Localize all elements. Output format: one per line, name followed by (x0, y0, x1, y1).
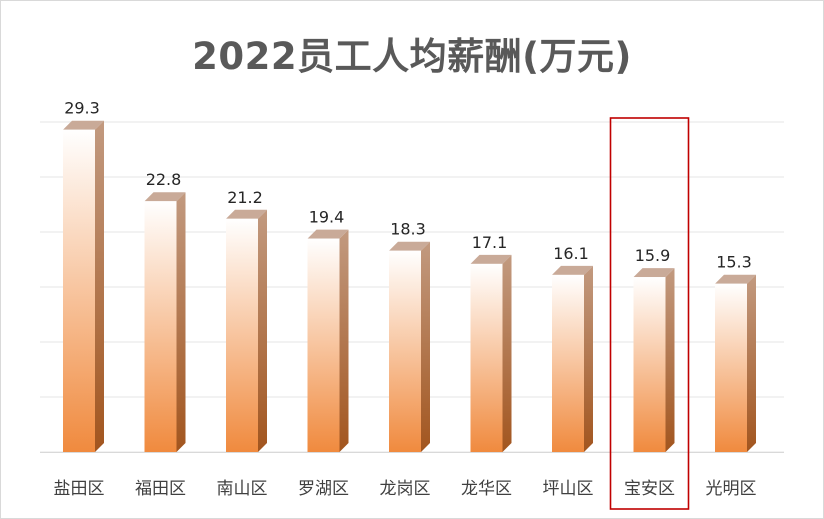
data-label-坪山区: 16.1 (553, 244, 589, 263)
bar-side-face (665, 268, 675, 452)
bar-side-face (747, 274, 756, 452)
bar-盐田区 (63, 120, 104, 452)
data-label-龙华区: 17.1 (472, 233, 508, 252)
bar-front-face (715, 283, 747, 452)
bar-top-face (389, 241, 430, 251)
tick-label-宝安区: 宝安区 (624, 479, 675, 499)
chart-title: 2022员工人均薪酬(万元) (192, 35, 632, 78)
bar-front-face (144, 201, 177, 452)
tick-label-盐田区: 盐田区 (54, 479, 105, 499)
bar-top-face (63, 120, 104, 130)
tick-label-龙华区: 龙华区 (461, 479, 512, 499)
bar-光明区 (715, 274, 756, 452)
tick-label-福田区: 福田区 (135, 479, 186, 499)
bar-side-face (421, 241, 430, 452)
bar-front-face (552, 274, 584, 452)
bars (63, 120, 756, 452)
bar-side-face (339, 229, 349, 452)
category-tick-labels: 盐田区 福田区 南山区 罗湖区 龙岗区 龙华区 坪山区 宝安区 光明区 (54, 479, 757, 499)
data-label-南山区: 21.2 (227, 188, 263, 207)
data-labels: 29.3 22.8 21.2 19.4 18.3 17.1 16.1 15.9 15.3 (64, 99, 752, 272)
bar-宝安区 (633, 268, 675, 452)
tick-label-罗湖区: 罗湖区 (298, 479, 349, 499)
bar-福田区 (144, 192, 186, 452)
bar-side-face (584, 265, 593, 452)
tick-label-光明区: 光明区 (706, 479, 757, 499)
bar-top-face (470, 254, 512, 264)
bar-龙岗区 (389, 241, 430, 452)
bar-side-face (95, 120, 104, 452)
data-label-盐田区: 29.3 (64, 99, 100, 118)
bar-top-face (633, 268, 675, 278)
bar-top-face (307, 229, 349, 239)
bar-front-face (389, 250, 421, 452)
tick-label-南山区: 南山区 (217, 479, 268, 499)
tick-label-坪山区: 坪山区 (543, 479, 594, 499)
highlight-box (609, 117, 690, 510)
bar-top-face (226, 209, 267, 219)
bar-front-face (226, 218, 258, 452)
data-label-龙岗区: 18.3 (390, 220, 426, 239)
data-label-光明区: 15.3 (716, 253, 752, 272)
highlight-layer (609, 117, 690, 510)
bar-front-face (307, 238, 340, 452)
bar-front-face (63, 129, 95, 452)
data-label-宝安区: 15.9 (635, 246, 671, 265)
bar-front-face (470, 263, 503, 452)
bar-top-face (144, 192, 186, 202)
bar-side-face (176, 192, 186, 452)
bar-坪山区 (552, 265, 593, 452)
bar-龙华区 (470, 254, 512, 452)
tick-label-龙岗区: 龙岗区 (380, 479, 431, 499)
bar-南山区 (226, 209, 267, 452)
bar-罗湖区 (307, 229, 349, 452)
data-label-罗湖区: 19.4 (309, 208, 345, 227)
data-label-福田区: 22.8 (146, 170, 182, 189)
bar-side-face (502, 254, 512, 452)
bar-top-face (715, 274, 756, 284)
bar-front-face (633, 277, 666, 452)
bar-top-face (552, 265, 593, 275)
bar-side-face (258, 209, 267, 452)
